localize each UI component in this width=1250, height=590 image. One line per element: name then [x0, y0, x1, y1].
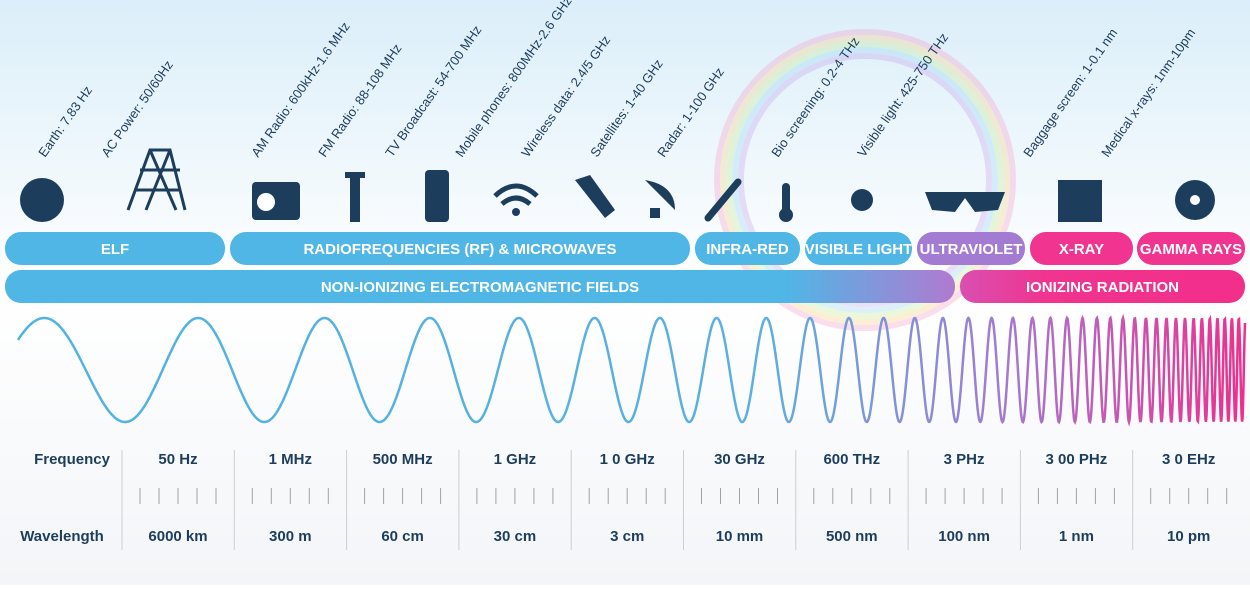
wavelength-value: 300 m: [269, 528, 312, 545]
band-label: X-RAY: [1059, 241, 1104, 258]
wavelength-value: 60 cm: [381, 528, 424, 545]
band: [1137, 232, 1245, 265]
group-label: NON-IONIZING ELECTROMAGNETIC FIELDS: [321, 279, 639, 296]
wavelength-value: 3 cm: [610, 528, 644, 545]
band-label: VISIBLE LIGHT: [805, 241, 913, 258]
frequency-value: 1 MHz: [269, 451, 312, 468]
band: [805, 232, 912, 265]
band: [1030, 232, 1133, 265]
row-label: Wavelength: [20, 528, 104, 545]
group-band: [960, 270, 1245, 303]
band: [917, 232, 1025, 265]
wavelength-value: 6000 km: [148, 528, 207, 545]
frequency-value: 30 GHz: [714, 451, 765, 468]
band: [5, 232, 225, 265]
wave: [16, 313, 1247, 427]
row-label: Frequency: [34, 451, 111, 468]
wavelength-value: 1 nm: [1059, 528, 1094, 545]
band: [230, 232, 690, 265]
frequency-value: 1 0 GHz: [600, 451, 655, 468]
band-label: ULTRAVIOLET: [920, 241, 1023, 258]
wavelength-value: 10 mm: [716, 528, 764, 545]
band-label: GAMMA RAYS: [1140, 241, 1242, 258]
wavelength-value: 500 nm: [826, 528, 878, 545]
wave-line: [16, 313, 1247, 427]
wavelength-value: 30 cm: [494, 528, 537, 545]
band-label: RADIOFREQUENCIES (RF) & MICROWAVES: [303, 241, 616, 258]
frequency-value: 3 PHz: [944, 451, 985, 468]
frequency-value: 500 MHz: [373, 451, 433, 468]
frequency-value: 600 THz: [823, 451, 880, 468]
wavelength-value: 10 pm: [1167, 528, 1210, 545]
band-label: ELF: [101, 241, 129, 258]
band-label: INFRA-RED: [706, 241, 789, 258]
wavelength-value: 100 nm: [938, 528, 990, 545]
group-label: IONIZING RADIATION: [1026, 279, 1179, 296]
icons: [20, 148, 1215, 222]
frequency-value: 50 Hz: [158, 451, 197, 468]
band: [695, 232, 800, 265]
frequency-value: 1 GHz: [494, 451, 537, 468]
frequency-value: 3 00 PHz: [1046, 451, 1108, 468]
frequency-value: 3 0 EHz: [1162, 451, 1215, 468]
group-band: [5, 270, 955, 303]
rainbow-ring: [714, 29, 1016, 331]
